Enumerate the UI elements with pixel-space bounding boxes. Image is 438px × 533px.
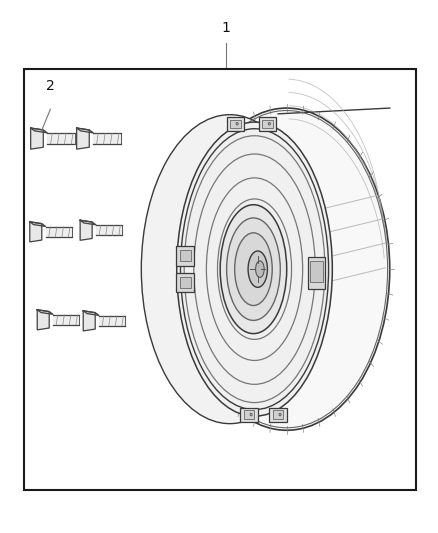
Ellipse shape xyxy=(141,115,318,424)
Polygon shape xyxy=(31,128,43,149)
Bar xyxy=(262,120,273,128)
Ellipse shape xyxy=(250,413,252,416)
Polygon shape xyxy=(47,133,75,144)
Polygon shape xyxy=(77,128,89,149)
Ellipse shape xyxy=(220,205,287,334)
Polygon shape xyxy=(96,225,122,235)
Ellipse shape xyxy=(279,413,281,416)
Ellipse shape xyxy=(256,261,264,278)
Polygon shape xyxy=(37,310,53,314)
Ellipse shape xyxy=(177,122,332,416)
Bar xyxy=(269,408,287,422)
Polygon shape xyxy=(53,315,79,325)
Bar xyxy=(240,408,258,422)
Ellipse shape xyxy=(235,233,272,305)
Ellipse shape xyxy=(226,218,280,320)
Bar xyxy=(177,246,194,265)
Polygon shape xyxy=(99,316,125,326)
Ellipse shape xyxy=(236,123,238,125)
Polygon shape xyxy=(37,310,49,330)
Polygon shape xyxy=(80,220,92,240)
Ellipse shape xyxy=(268,123,270,125)
Bar xyxy=(311,261,323,282)
Polygon shape xyxy=(31,128,47,133)
Bar xyxy=(259,117,276,131)
Bar xyxy=(180,277,191,288)
Text: 2: 2 xyxy=(46,79,55,93)
Polygon shape xyxy=(93,133,121,144)
Polygon shape xyxy=(83,311,99,316)
Bar xyxy=(273,410,283,419)
Polygon shape xyxy=(77,128,93,133)
Ellipse shape xyxy=(184,108,390,430)
Polygon shape xyxy=(30,222,42,242)
Polygon shape xyxy=(46,227,72,237)
Ellipse shape xyxy=(248,251,267,287)
Polygon shape xyxy=(80,220,96,225)
Polygon shape xyxy=(30,222,46,227)
Bar xyxy=(230,120,240,128)
Bar xyxy=(180,251,191,262)
Bar xyxy=(24,69,416,490)
Bar xyxy=(226,117,244,131)
Bar xyxy=(244,410,254,419)
Bar xyxy=(308,257,325,289)
Polygon shape xyxy=(83,311,95,331)
Text: 1: 1 xyxy=(221,21,230,35)
Bar xyxy=(177,273,194,292)
